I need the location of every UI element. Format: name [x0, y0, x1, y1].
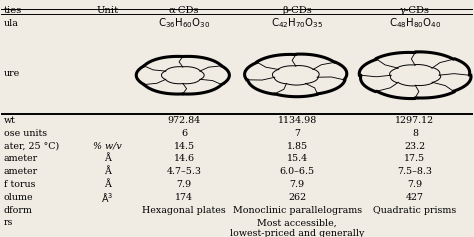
- Text: 23.2: 23.2: [404, 141, 426, 150]
- Text: $\mathsf{C_{36}H_{60}O_{30}}$: $\mathsf{C_{36}H_{60}O_{30}}$: [158, 16, 210, 30]
- Text: ure: ure: [4, 69, 20, 78]
- Text: rs: rs: [4, 218, 13, 227]
- Text: $\mathsf{C_{48}H_{80}O_{40}}$: $\mathsf{C_{48}H_{80}O_{40}}$: [389, 16, 441, 30]
- Text: 427: 427: [406, 193, 424, 202]
- Text: Unit: Unit: [96, 6, 118, 15]
- Text: Most accessible,: Most accessible,: [257, 218, 337, 227]
- Text: 15.4: 15.4: [286, 154, 308, 163]
- Text: $\mathsf{\AA^3}$: $\mathsf{\AA^3}$: [101, 191, 113, 204]
- Text: 14.6: 14.6: [173, 154, 194, 163]
- Text: ameter: ameter: [4, 167, 38, 176]
- Text: 7: 7: [294, 129, 300, 138]
- Text: γ-CDs: γ-CDs: [400, 6, 430, 15]
- Text: olume: olume: [4, 193, 33, 202]
- Text: Å: Å: [104, 167, 111, 176]
- Text: 972.84: 972.84: [167, 116, 201, 125]
- Text: f torus: f torus: [4, 180, 35, 189]
- Text: 8: 8: [412, 129, 418, 138]
- Text: 262: 262: [288, 193, 306, 202]
- Text: 1134.98: 1134.98: [277, 116, 317, 125]
- Text: α·CDs: α·CDs: [169, 6, 199, 15]
- Text: 7.9: 7.9: [176, 180, 191, 189]
- Text: 7.9: 7.9: [290, 180, 305, 189]
- Text: lowest-priced and generally: lowest-priced and generally: [230, 229, 364, 237]
- Text: 1297.12: 1297.12: [395, 116, 435, 125]
- Text: Monoclinic parallelograms: Monoclinic parallelograms: [233, 205, 362, 214]
- Text: 6.0–6.5: 6.0–6.5: [280, 167, 315, 176]
- Text: 4.7–5.3: 4.7–5.3: [166, 167, 201, 176]
- Text: ties: ties: [4, 6, 22, 15]
- Text: 7.9: 7.9: [407, 180, 422, 189]
- Text: 6: 6: [181, 129, 187, 138]
- Text: 7.5–8.3: 7.5–8.3: [397, 167, 432, 176]
- Text: $\mathsf{C_{42}H_{70}O_{35}}$: $\mathsf{C_{42}H_{70}O_{35}}$: [271, 16, 323, 30]
- Text: ose units: ose units: [4, 129, 47, 138]
- Text: β-CDs: β-CDs: [282, 6, 312, 15]
- Text: 14.5: 14.5: [173, 141, 194, 150]
- Text: % w/v: % w/v: [93, 141, 122, 150]
- Text: ula: ula: [4, 18, 18, 27]
- Text: Quadratic prisms: Quadratic prisms: [373, 205, 456, 214]
- Text: 1.85: 1.85: [286, 141, 308, 150]
- Text: ameter: ameter: [4, 154, 38, 163]
- Text: 17.5: 17.5: [404, 154, 426, 163]
- Text: wt: wt: [4, 116, 16, 125]
- Text: 174: 174: [175, 193, 193, 202]
- Text: Hexagonal plates: Hexagonal plates: [142, 205, 226, 214]
- Text: ater, 25 °C): ater, 25 °C): [4, 141, 59, 150]
- Text: Å: Å: [104, 154, 111, 163]
- Text: dform: dform: [4, 205, 33, 214]
- Text: Å: Å: [104, 180, 111, 189]
